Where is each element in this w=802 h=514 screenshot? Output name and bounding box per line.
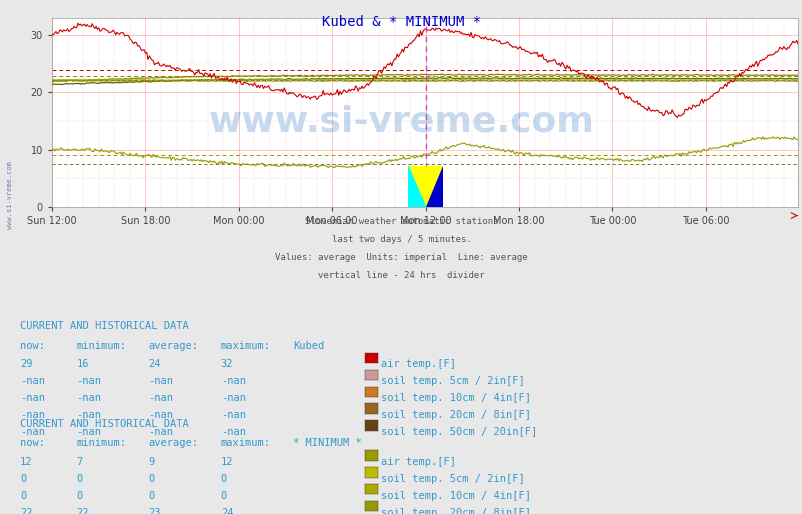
- Text: CURRENT AND HISTORICAL DATA: CURRENT AND HISTORICAL DATA: [20, 419, 188, 429]
- Text: 0: 0: [221, 491, 227, 501]
- Text: average:: average:: [148, 438, 198, 448]
- Text: 0: 0: [148, 474, 155, 484]
- Text: 12: 12: [20, 457, 33, 467]
- Text: * MINIMUM *: * MINIMUM *: [293, 438, 362, 448]
- Text: maximum:: maximum:: [221, 438, 270, 448]
- Text: air temp.[F]: air temp.[F]: [381, 457, 456, 467]
- Text: 7: 7: [76, 457, 83, 467]
- Text: -nan: -nan: [76, 410, 101, 420]
- Text: 24: 24: [221, 508, 233, 514]
- Text: Kubed & * MINIMUM *: Kubed & * MINIMUM *: [322, 15, 480, 29]
- Text: -nan: -nan: [20, 427, 45, 437]
- Text: Slovenian weather automatic stations: Slovenian weather automatic stations: [305, 217, 497, 226]
- Text: 12: 12: [221, 457, 233, 467]
- Text: 0: 0: [76, 474, 83, 484]
- Text: average:: average:: [148, 341, 198, 351]
- Text: maximum:: maximum:: [221, 341, 270, 351]
- Text: soil temp. 10cm / 4in[F]: soil temp. 10cm / 4in[F]: [381, 393, 531, 403]
- Text: soil temp. 5cm / 2in[F]: soil temp. 5cm / 2in[F]: [381, 376, 525, 386]
- Polygon shape: [407, 166, 425, 207]
- Text: 22: 22: [20, 508, 33, 514]
- Text: last two days / 5 minutes.: last two days / 5 minutes.: [331, 235, 471, 244]
- Text: 22: 22: [76, 508, 89, 514]
- Text: -nan: -nan: [76, 376, 101, 386]
- Text: -nan: -nan: [221, 427, 245, 437]
- Text: minimum:: minimum:: [76, 438, 126, 448]
- Text: 0: 0: [20, 491, 26, 501]
- Text: -nan: -nan: [148, 376, 173, 386]
- Text: CURRENT AND HISTORICAL DATA: CURRENT AND HISTORICAL DATA: [20, 321, 188, 331]
- Text: -nan: -nan: [20, 376, 45, 386]
- Text: -nan: -nan: [221, 376, 245, 386]
- Polygon shape: [425, 166, 443, 207]
- Text: 24: 24: [148, 359, 161, 369]
- Text: soil temp. 20cm / 8in[F]: soil temp. 20cm / 8in[F]: [381, 508, 531, 514]
- Text: 16: 16: [76, 359, 89, 369]
- Text: -nan: -nan: [148, 393, 173, 403]
- Text: vertical line - 24 hrs  divider: vertical line - 24 hrs divider: [318, 271, 484, 280]
- Text: 0: 0: [221, 474, 227, 484]
- Text: -nan: -nan: [20, 410, 45, 420]
- Text: 23: 23: [148, 508, 161, 514]
- Text: soil temp. 5cm / 2in[F]: soil temp. 5cm / 2in[F]: [381, 474, 525, 484]
- Text: 0: 0: [148, 491, 155, 501]
- Text: -nan: -nan: [221, 393, 245, 403]
- Text: Kubed: Kubed: [293, 341, 324, 351]
- Text: soil temp. 10cm / 4in[F]: soil temp. 10cm / 4in[F]: [381, 491, 531, 501]
- Text: 9: 9: [148, 457, 155, 467]
- Text: air temp.[F]: air temp.[F]: [381, 359, 456, 369]
- Text: -nan: -nan: [76, 393, 101, 403]
- Text: 32: 32: [221, 359, 233, 369]
- Text: -nan: -nan: [148, 427, 173, 437]
- Text: -nan: -nan: [76, 427, 101, 437]
- Text: soil temp. 50cm / 20in[F]: soil temp. 50cm / 20in[F]: [381, 427, 537, 437]
- Text: www.si-vreme.com: www.si-vreme.com: [6, 161, 13, 229]
- Text: soil temp. 20cm / 8in[F]: soil temp. 20cm / 8in[F]: [381, 410, 531, 420]
- Text: now:: now:: [20, 341, 45, 351]
- Text: www.si-vreme.com: www.si-vreme.com: [209, 105, 593, 139]
- Text: now:: now:: [20, 438, 45, 448]
- Text: 29: 29: [20, 359, 33, 369]
- Text: -nan: -nan: [148, 410, 173, 420]
- Text: -nan: -nan: [20, 393, 45, 403]
- Text: Values: average  Units: imperial  Line: average: Values: average Units: imperial Line: av…: [275, 253, 527, 262]
- Text: minimum:: minimum:: [76, 341, 126, 351]
- Text: 0: 0: [20, 474, 26, 484]
- Text: -nan: -nan: [221, 410, 245, 420]
- Text: 0: 0: [76, 491, 83, 501]
